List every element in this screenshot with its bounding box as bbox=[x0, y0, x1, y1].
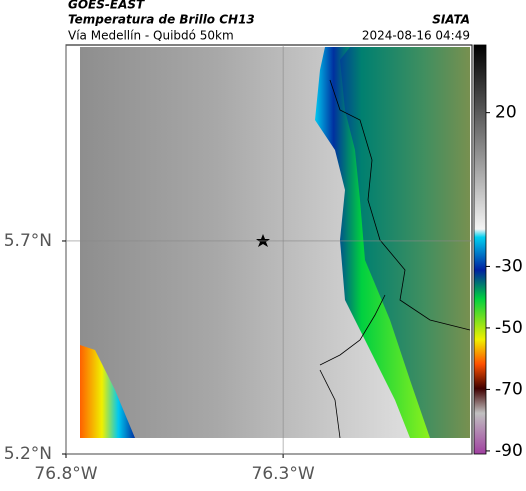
x-tick-label: 76.3°W bbox=[252, 464, 315, 484]
source: SIATA bbox=[432, 13, 470, 27]
subtitle: Temperatura de Brillo CH13 bbox=[68, 13, 255, 27]
title: GOES-EAST bbox=[68, 0, 145, 12]
colorbar bbox=[473, 44, 487, 455]
colorbar-tick-label: 20 bbox=[495, 103, 517, 123]
region: Vía Medellín - Quibdó 50km bbox=[68, 29, 234, 43]
x-tick-label: 76.8°W bbox=[34, 464, 97, 484]
colorbar-tick-label: -90 bbox=[495, 441, 523, 461]
timestamp: 2024-08-16 04:49 bbox=[362, 29, 470, 43]
colorbar-tick-label: -50 bbox=[495, 318, 523, 338]
colorbar-tick-label: -70 bbox=[495, 379, 523, 399]
y-tick-label: 5.2°N bbox=[4, 444, 52, 464]
y-tick-label: 5.7°N bbox=[4, 231, 52, 251]
colorbar-tick-label: -30 bbox=[495, 256, 523, 276]
satellite-image bbox=[80, 47, 471, 439]
